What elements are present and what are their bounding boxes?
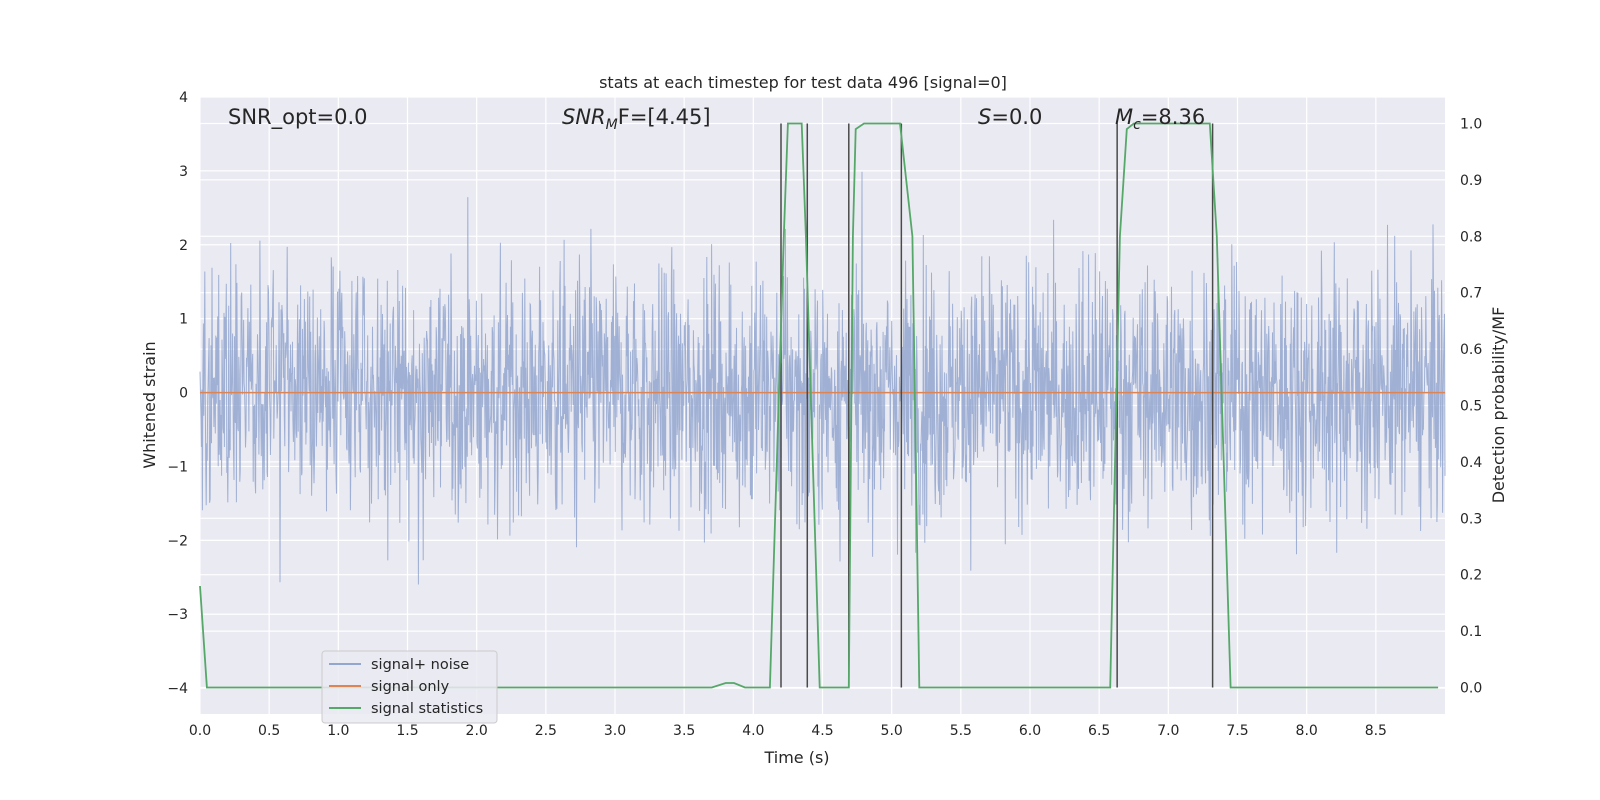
y-right-tick-label-6: 0.4 xyxy=(1460,455,1482,471)
signal-statistics-line xyxy=(199,122,1439,689)
annotation-snr-mf: SNRMF=[4.45] xyxy=(562,105,711,133)
y-right-tick-label-5: 0.5 xyxy=(1460,399,1482,415)
y-right-tick-label-10: 0.0 xyxy=(1460,680,1482,696)
signal-noise-series xyxy=(199,171,1446,585)
y-right-tick-label-0: 1.0 xyxy=(1460,117,1482,133)
x-tick-label-6: 3.0 xyxy=(604,723,626,739)
x-tick-label-14: 7.0 xyxy=(1157,723,1179,739)
x-tick-label-13: 6.5 xyxy=(1088,723,1110,739)
legend-label-signal-only: signal only xyxy=(371,679,450,695)
y-left-tick-label-5: −1 xyxy=(167,459,188,475)
signal-noise-line xyxy=(199,171,1446,585)
y-left-tick-label-0: 4 xyxy=(179,90,188,106)
y-left-tick-label-3: 1 xyxy=(179,312,188,328)
chart-title: stats at each timestep for test data 496… xyxy=(599,73,1007,92)
x-tick-label-8: 4.0 xyxy=(742,723,764,739)
legend: signal+ noise signal only signal statist… xyxy=(321,650,498,724)
y-right-tick-label-2: 0.8 xyxy=(1460,229,1482,245)
x-tick-labels: 0.0 0.5 1.0 1.5 2.0 2.5 3.0 3.5 4.0 4.5 5.0 5.5 6.0 6… xyxy=(189,723,1387,739)
x-tick-label-10: 5.0 xyxy=(881,723,903,739)
y-left-tick-labels: 4 3 2 1 0 −1 −2 −3 −4 xyxy=(167,90,188,697)
y-right-tick-label-1: 0.9 xyxy=(1460,173,1482,189)
y-left-tick-label-1: 3 xyxy=(179,164,188,180)
x-tick-label-4: 2.0 xyxy=(466,723,488,739)
annotation-snr-opt: SNR_opt=0.0 xyxy=(228,105,368,130)
y-left-tick-label-4: 0 xyxy=(179,386,188,402)
y-right-tick-label-7: 0.3 xyxy=(1460,511,1482,527)
y-left-axis-label: Whitened strain xyxy=(140,341,159,468)
legend-label-signal-statistics: signal statistics xyxy=(371,701,483,717)
y-left-tick-label-6: −2 xyxy=(167,533,188,549)
y-right-axis-label: Detection probability/MF xyxy=(1489,307,1508,504)
x-tick-label-17: 8.5 xyxy=(1365,723,1387,739)
x-tick-label-3: 1.5 xyxy=(396,723,418,739)
x-tick-label-12: 6.0 xyxy=(1019,723,1041,739)
x-axis-label: Time (s) xyxy=(763,748,829,767)
x-tick-label-0: 0.0 xyxy=(189,723,211,739)
y-right-tick-label-3: 0.7 xyxy=(1460,286,1482,302)
x-tick-label-5: 2.5 xyxy=(535,723,557,739)
legend-box xyxy=(321,650,498,724)
annotation-mc: Mc=8.36 xyxy=(1115,105,1205,133)
x-tick-label-7: 3.5 xyxy=(673,723,695,739)
x-tick-label-2: 1.0 xyxy=(327,723,349,739)
y-left-tick-label-2: 2 xyxy=(179,238,188,254)
x-tick-label-9: 4.5 xyxy=(811,723,833,739)
y-right-tick-label-4: 0.6 xyxy=(1460,342,1482,358)
x-tick-label-11: 5.5 xyxy=(950,723,972,739)
y-right-tick-label-9: 0.1 xyxy=(1460,624,1482,640)
legend-label-signal-noise: signal+ noise xyxy=(371,657,469,673)
signal-statistics-series xyxy=(199,122,1439,689)
y-right-tick-labels: 1.0 0.9 0.8 0.7 0.6 0.5 0.4 0.3 0.2 0.1 0.0 xyxy=(1460,117,1482,697)
x-tick-label-1: 0.5 xyxy=(258,723,280,739)
x-tick-label-15: 7.5 xyxy=(1226,723,1248,739)
x-tick-label-16: 8.0 xyxy=(1296,723,1318,739)
y-left-tick-label-8: −4 xyxy=(167,681,188,697)
annotation-s: S=0.0 xyxy=(978,105,1042,129)
y-right-tick-label-8: 0.2 xyxy=(1460,568,1482,584)
y-left-tick-label-7: −3 xyxy=(167,607,188,623)
